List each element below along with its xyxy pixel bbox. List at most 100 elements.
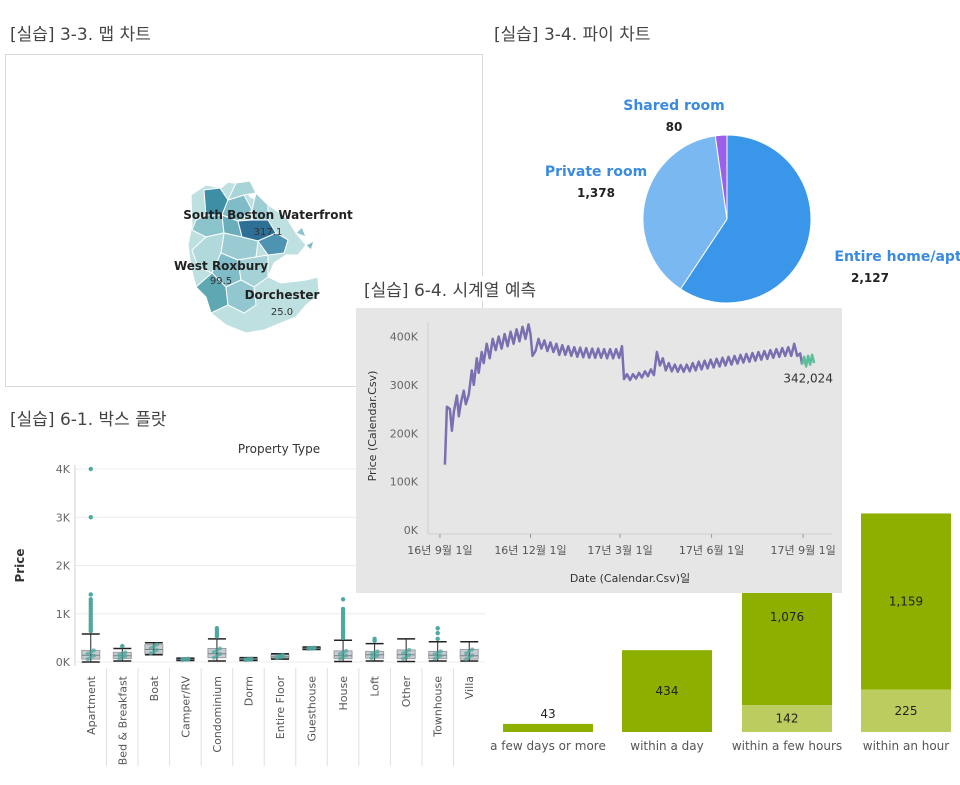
box-point[interactable] xyxy=(435,650,440,655)
box-outlier[interactable] xyxy=(435,630,440,636)
bar-segment-lower[interactable] xyxy=(861,689,951,732)
bar-chart[interactable]: 43 a few days or more 434 within a day 1,076… xyxy=(490,455,960,781)
box-point[interactable] xyxy=(85,651,90,656)
ts-forecast-line[interactable] xyxy=(800,353,816,368)
box-point[interactable] xyxy=(91,653,96,658)
box-point[interactable] xyxy=(369,652,374,657)
box-point[interactable] xyxy=(278,653,282,658)
box-outlier[interactable] xyxy=(120,643,125,649)
box-point[interactable] xyxy=(404,649,409,654)
map-region[interactable] xyxy=(225,279,257,314)
box-point[interactable] xyxy=(338,656,343,661)
box-point[interactable] xyxy=(312,645,317,650)
box-point[interactable] xyxy=(341,655,346,660)
box-point[interactable] xyxy=(470,647,475,652)
box-point[interactable] xyxy=(88,655,93,660)
box-point[interactable] xyxy=(151,649,156,654)
bar-category-label: a few days or more xyxy=(490,739,606,753)
box-point[interactable] xyxy=(309,645,314,650)
pie-chart[interactable]: Entire home/apt 2,127 Private room 1,378 Sha… xyxy=(500,85,960,310)
box-point[interactable] xyxy=(123,654,128,659)
box-point[interactable] xyxy=(91,648,96,653)
box-point[interactable] xyxy=(120,651,125,656)
box-point[interactable] xyxy=(217,646,222,651)
box-outlier[interactable] xyxy=(88,515,93,520)
box-point[interactable] xyxy=(183,656,188,661)
box-point[interactable] xyxy=(154,647,159,652)
map-region[interactable] xyxy=(305,240,315,251)
bar-segment-upper[interactable] xyxy=(622,650,712,732)
box-point[interactable] xyxy=(467,655,472,660)
box-point[interactable] xyxy=(438,649,443,654)
box-point[interactable] xyxy=(85,657,90,662)
map-label-name: Dorchester xyxy=(245,288,320,302)
box-outlier[interactable] xyxy=(340,606,346,612)
box-outlier[interactable] xyxy=(88,592,93,597)
box-outlier[interactable] xyxy=(88,597,93,602)
box-point[interactable] xyxy=(281,652,285,657)
box-point[interactable] xyxy=(117,652,122,657)
bar-segment-upper[interactable] xyxy=(861,513,951,690)
box-point[interactable] xyxy=(344,653,349,658)
box-point[interactable] xyxy=(372,650,377,655)
box-point[interactable] xyxy=(123,650,128,655)
box-point[interactable] xyxy=(148,646,153,651)
box-point[interactable] xyxy=(464,651,469,656)
box-outlier[interactable] xyxy=(435,636,440,642)
box-point[interactable] xyxy=(432,656,437,661)
box-point[interactable] xyxy=(438,653,443,658)
box-point[interactable] xyxy=(180,657,185,662)
box-point[interactable] xyxy=(470,653,475,658)
box-point[interactable] xyxy=(154,642,159,647)
box-point[interactable] xyxy=(120,655,125,660)
box-point[interactable] xyxy=(88,650,93,655)
box-point[interactable] xyxy=(432,652,437,657)
box-point[interactable] xyxy=(375,653,380,658)
box-point[interactable] xyxy=(464,657,469,662)
box-point[interactable] xyxy=(404,654,409,659)
box-point[interactable] xyxy=(246,656,251,661)
bar-segment-upper[interactable] xyxy=(503,723,593,732)
box-point[interactable] xyxy=(369,656,374,661)
box-point[interactable] xyxy=(275,654,279,659)
box-outlier[interactable] xyxy=(88,466,93,472)
map-region[interactable] xyxy=(257,232,289,256)
box-outlier[interactable] xyxy=(340,597,346,602)
ts-actual-line[interactable] xyxy=(443,323,804,465)
pie-slice[interactable] xyxy=(714,134,728,220)
box-outlier[interactable] xyxy=(372,636,377,642)
box-outlier[interactable] xyxy=(435,626,440,631)
box-point[interactable] xyxy=(151,644,156,649)
boston-map-shape[interactable] xyxy=(187,180,320,334)
box-point[interactable] xyxy=(217,651,222,656)
box-point[interactable] xyxy=(214,648,219,653)
box-point[interactable] xyxy=(211,650,216,655)
pie-slice[interactable] xyxy=(642,135,728,290)
box-point[interactable] xyxy=(186,656,191,661)
box-point[interactable] xyxy=(338,651,343,656)
box-point[interactable] xyxy=(401,651,406,656)
box-point[interactable] xyxy=(341,650,346,655)
box-point[interactable] xyxy=(401,656,406,661)
map-region[interactable] xyxy=(227,180,257,201)
time-series-chart[interactable]: 0K 100K 200K 300K 400K 16년 9월 1일 16년 12월 1일 17년… xyxy=(356,308,842,593)
map-chart[interactable]: South Boston Waterfront 317.1 West Roxbu… xyxy=(6,55,482,386)
box-point[interactable] xyxy=(214,653,219,658)
map-region[interactable] xyxy=(295,226,307,238)
box-point[interactable] xyxy=(435,655,440,660)
box-point[interactable] xyxy=(148,651,153,656)
box-point[interactable] xyxy=(407,653,412,658)
box-point[interactable] xyxy=(243,657,248,662)
box-point[interactable] xyxy=(344,648,349,653)
pie-slice[interactable] xyxy=(679,134,812,304)
box-point[interactable] xyxy=(249,656,254,661)
box-point[interactable] xyxy=(407,647,412,652)
bar-segment-lower[interactable] xyxy=(742,705,832,732)
box-point[interactable] xyxy=(372,654,377,659)
box-point[interactable] xyxy=(375,649,380,654)
box-outlier[interactable] xyxy=(214,626,220,631)
box-point[interactable] xyxy=(467,649,472,654)
box-point[interactable] xyxy=(117,656,122,661)
box-point[interactable] xyxy=(211,655,216,660)
box-point[interactable] xyxy=(306,646,311,651)
